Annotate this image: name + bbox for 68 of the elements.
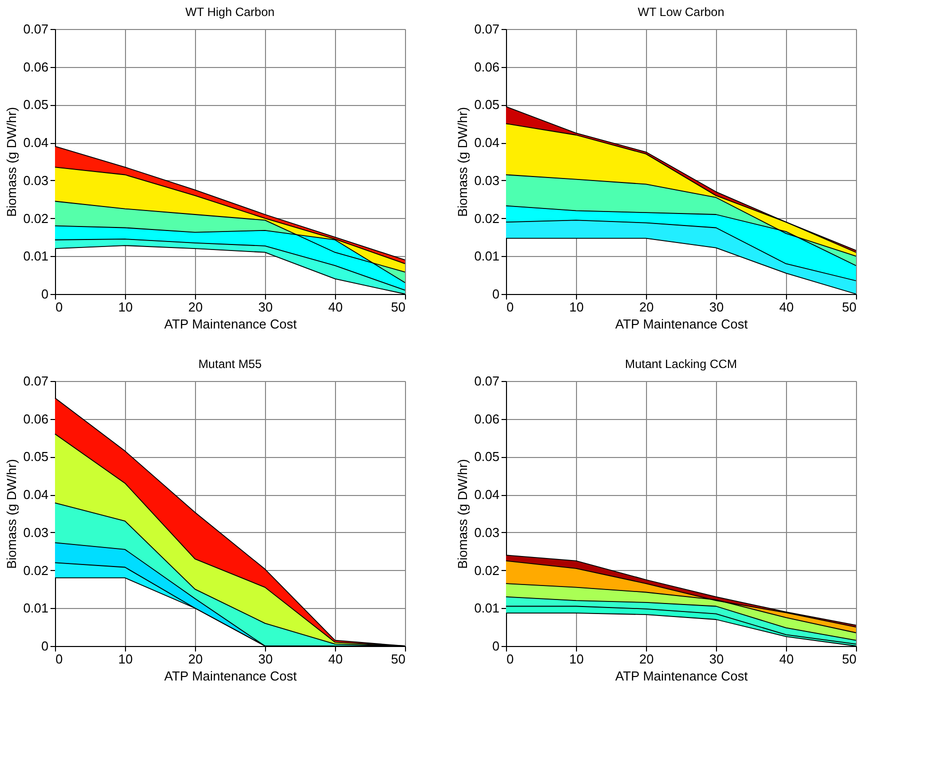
x-tick-label: 0 <box>56 300 63 314</box>
x-tick-label: 30 <box>709 652 724 666</box>
y-tick-label: 0.04 <box>23 135 48 150</box>
y-tick-label: 0 <box>492 286 500 302</box>
x-tick-label: 40 <box>328 300 343 314</box>
y-tick-label: 0.05 <box>23 97 48 112</box>
y-tick-label: 0 <box>41 638 48 654</box>
y-tick-label: 0.05 <box>23 449 48 464</box>
y-axis-title: Biomass (g DW/hr) <box>455 459 470 569</box>
y-tick-label: 0.03 <box>474 524 500 540</box>
x-tick-label: 0 <box>506 652 514 666</box>
x-tick-label: 0 <box>506 300 514 314</box>
x-tick-label: 40 <box>779 300 794 314</box>
y-tick-label: 0.07 <box>474 374 500 388</box>
y-tick-label: 0.02 <box>23 562 48 578</box>
y-tick-label: 0.02 <box>23 210 48 226</box>
y-tick-label: 0 <box>492 638 500 654</box>
y-tick-label: 0.05 <box>474 97 500 112</box>
y-tick-label: 0.03 <box>23 172 48 188</box>
chart-title: WT Low Carbon <box>638 5 724 19</box>
x-tick-label: 50 <box>842 652 856 666</box>
y-tick-label: 0.06 <box>23 59 48 74</box>
y-tick-label: 0.04 <box>474 135 500 150</box>
y-tick-label: 0.02 <box>474 210 500 226</box>
x-tick-label: 10 <box>118 300 133 314</box>
y-tick-label: 0.06 <box>474 411 500 426</box>
x-axis-title: ATP Maintenance Cost <box>615 668 748 684</box>
y-tick-label: 0.07 <box>474 22 500 36</box>
x-tick-label: 10 <box>118 652 133 666</box>
x-tick-label: 0 <box>56 652 63 666</box>
x-axis-title: ATP Maintenance Cost <box>164 668 298 684</box>
x-axis-title: ATP Maintenance Cost <box>615 316 748 332</box>
y-tick-label: 0.07 <box>23 22 48 36</box>
x-tick-label: 20 <box>188 652 203 666</box>
x-tick-label: 50 <box>391 300 406 314</box>
y-tick-label: 0.01 <box>23 248 48 264</box>
x-tick-label: 30 <box>709 300 724 314</box>
y-tick-label: 0.03 <box>474 172 500 188</box>
y-tick-label: 0.02 <box>474 562 500 578</box>
y-tick-label: 0.07 <box>23 374 48 388</box>
chart-title: Mutant Lacking CCM <box>624 357 738 371</box>
x-tick-label: 20 <box>639 300 654 314</box>
y-tick-label: 0.05 <box>474 449 500 464</box>
x-tick-label: 20 <box>188 300 203 314</box>
y-tick-label: 0.01 <box>474 600 500 616</box>
x-tick-label: 50 <box>391 652 406 666</box>
y-tick-label: 0.03 <box>23 524 48 540</box>
x-tick-label: 30 <box>258 652 273 666</box>
y-tick-label: 0.01 <box>23 600 48 616</box>
y-axis-title: Biomass (g DW/hr) <box>455 107 470 217</box>
x-tick-label: 30 <box>258 300 273 314</box>
x-axis-title: ATP Maintenance Cost <box>164 316 298 332</box>
x-tick-label: 50 <box>842 300 856 314</box>
y-tick-label: 0 <box>41 286 48 302</box>
x-tick-label: 20 <box>639 652 654 666</box>
y-tick-label: 0.06 <box>474 59 500 74</box>
y-tick-label: 0.01 <box>474 248 500 264</box>
y-tick-label: 0.04 <box>474 487 500 502</box>
y-tick-label: 0.04 <box>23 487 48 502</box>
x-tick-label: 10 <box>569 652 584 666</box>
x-tick-label: 40 <box>328 652 343 666</box>
x-tick-label: 40 <box>779 652 794 666</box>
x-tick-label: 10 <box>569 300 584 314</box>
y-tick-label: 0.06 <box>23 411 48 426</box>
y-axis-title: Biomass (g DW/hr) <box>4 459 20 569</box>
chart-title: WT High Carbon <box>185 5 275 19</box>
chart-title: Mutant M55 <box>198 357 262 371</box>
y-axis-title: Biomass (g DW/hr) <box>4 107 20 217</box>
